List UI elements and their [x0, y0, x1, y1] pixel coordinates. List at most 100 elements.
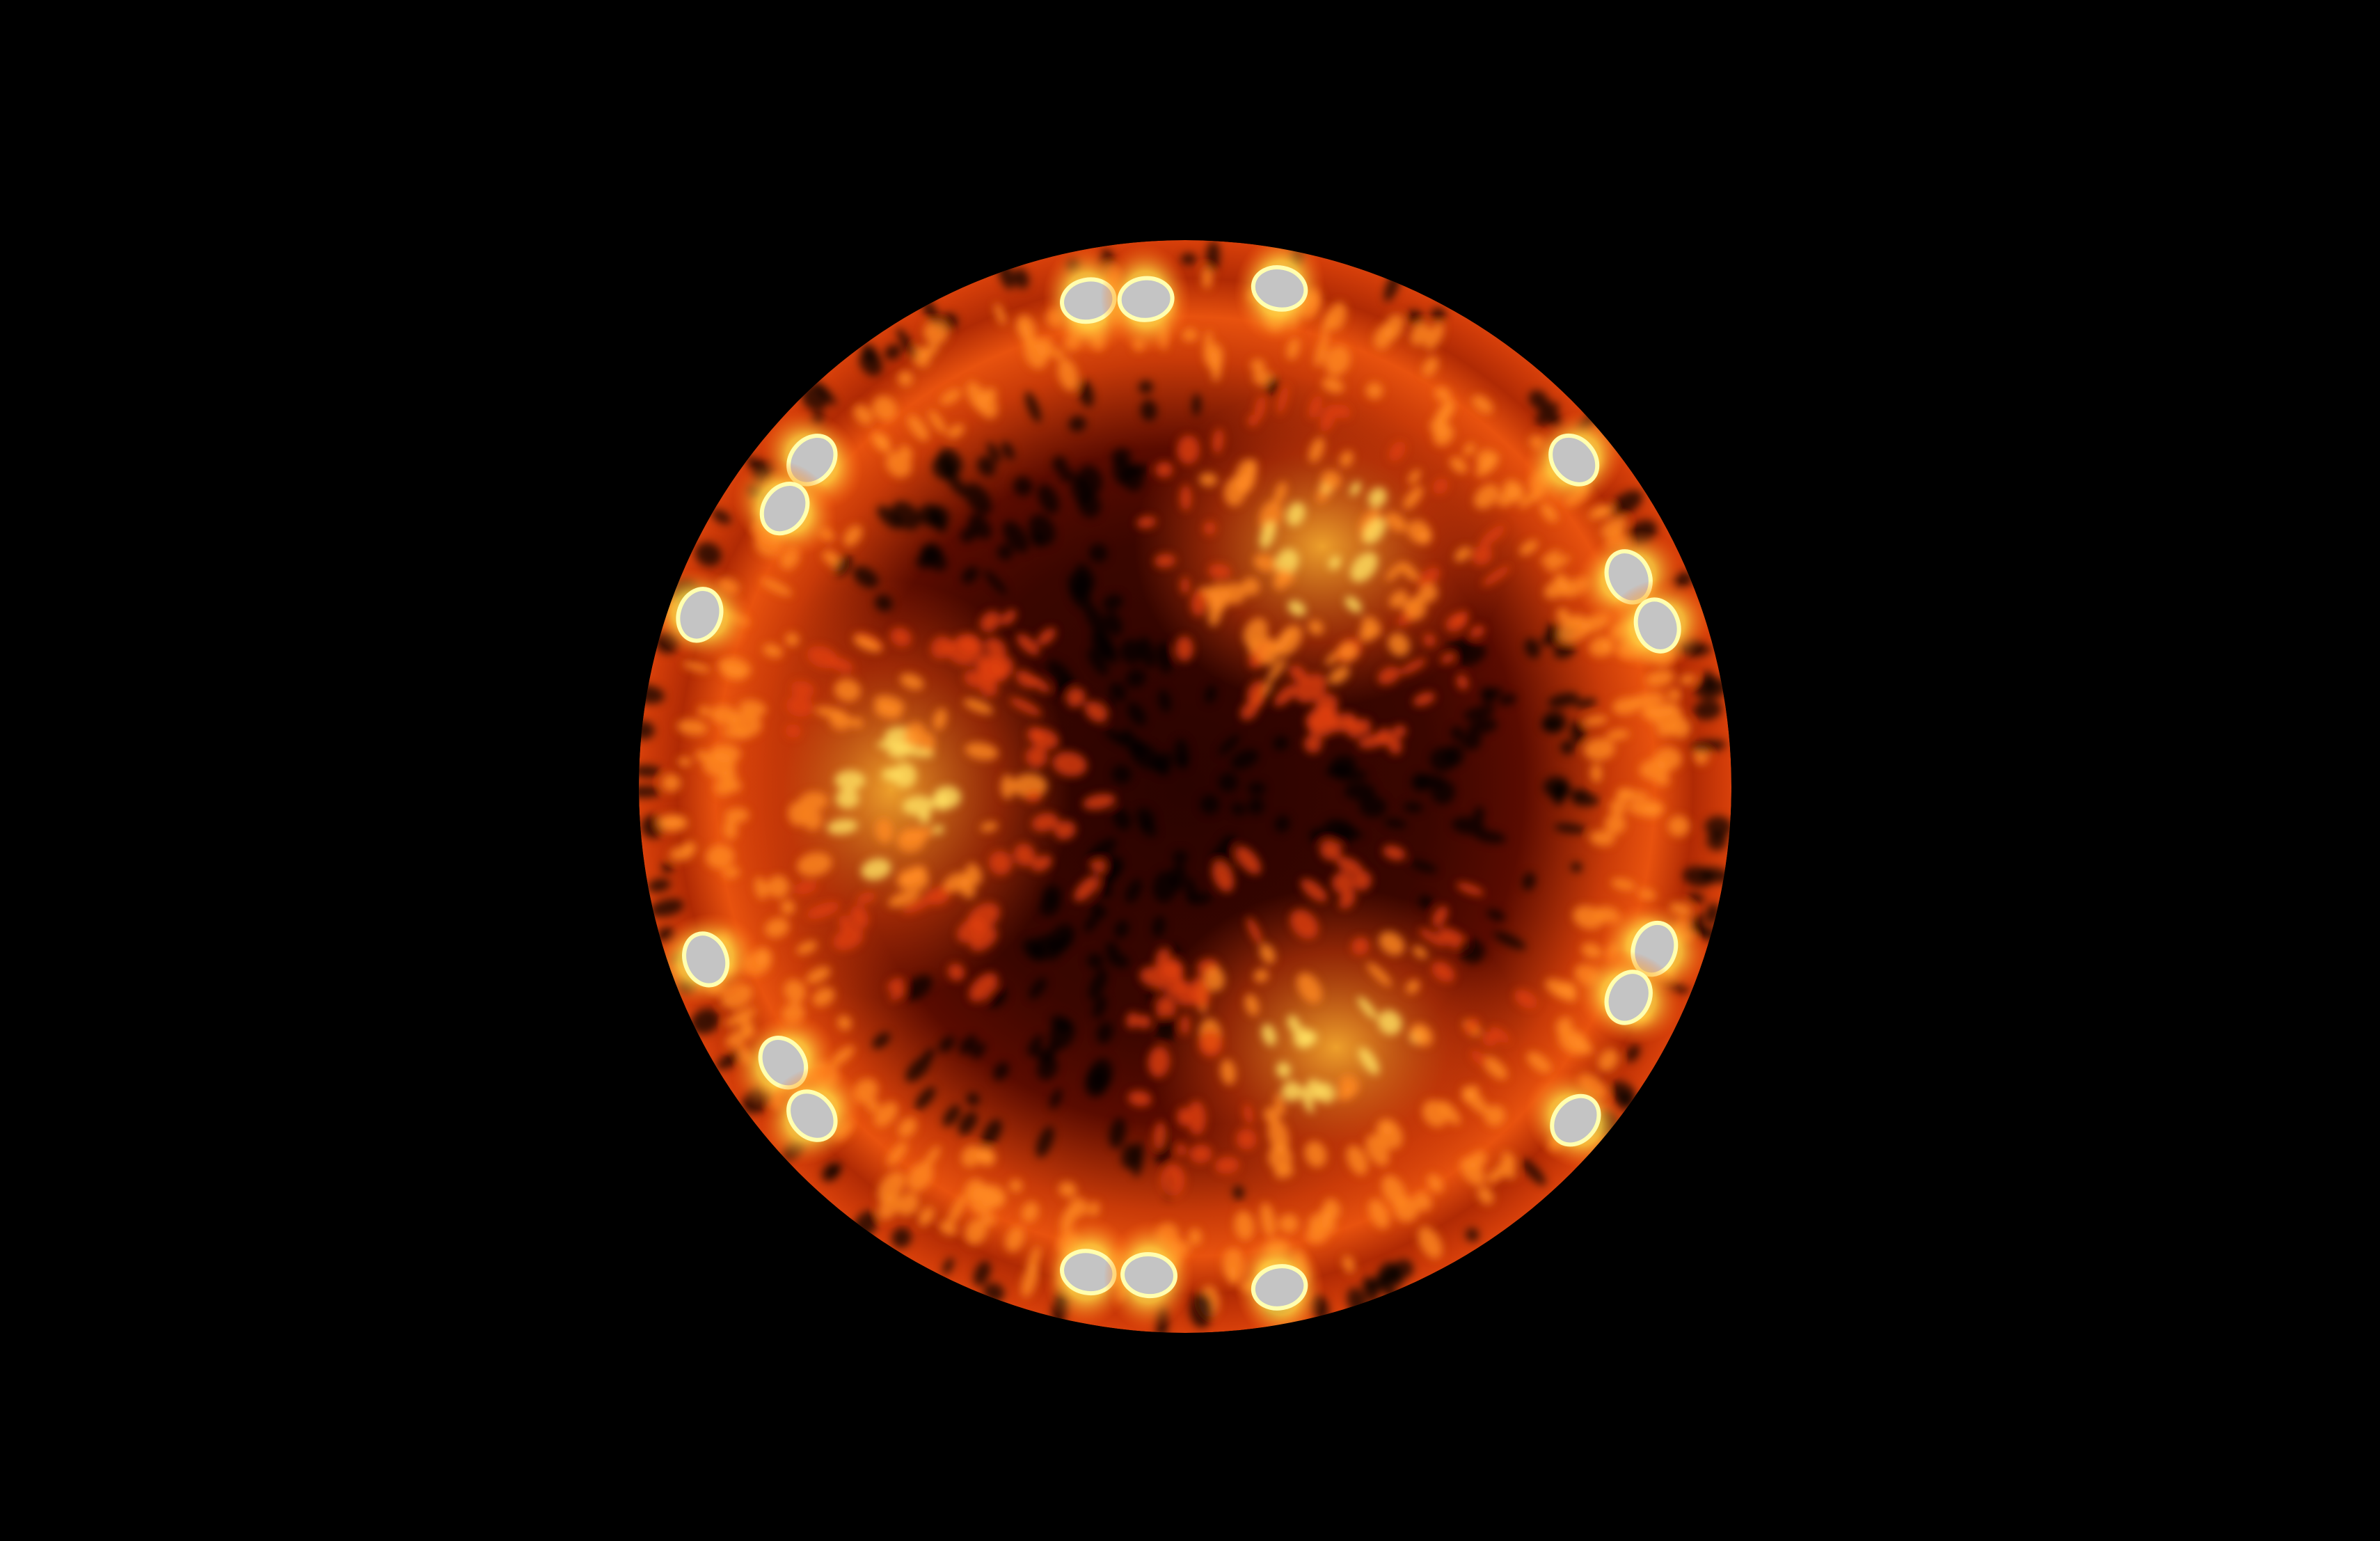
speckle	[1388, 633, 1410, 656]
speckle	[1180, 576, 1190, 594]
speckle	[1052, 456, 1068, 473]
speckle	[669, 846, 694, 862]
speckle	[785, 633, 800, 647]
speckle	[1583, 716, 1608, 726]
speckle	[1502, 1151, 1516, 1167]
speckle	[961, 566, 979, 584]
speckle	[1219, 835, 1237, 850]
speckle	[1148, 1045, 1171, 1078]
speckle	[964, 482, 992, 515]
speckle	[1109, 682, 1127, 702]
speckle	[711, 509, 731, 524]
speckle	[1309, 828, 1324, 844]
speckle	[1308, 711, 1338, 737]
speckle	[937, 448, 963, 475]
speckle	[978, 679, 998, 697]
speckle	[690, 1009, 720, 1034]
speckle	[1358, 796, 1387, 818]
speckle	[933, 708, 947, 731]
speckle	[1253, 553, 1277, 572]
speckle	[791, 681, 815, 698]
speckle	[852, 566, 879, 588]
speckle	[872, 395, 898, 422]
speckle	[891, 1227, 912, 1249]
speckle	[1153, 1121, 1166, 1151]
speckle	[1434, 386, 1452, 402]
speckle	[1176, 754, 1189, 769]
speckle	[812, 987, 835, 1007]
speckle	[1640, 759, 1669, 781]
speckle	[888, 889, 921, 908]
speckle	[1470, 1050, 1488, 1066]
speckle	[977, 658, 1003, 684]
speckle	[1203, 330, 1213, 364]
speckle	[835, 555, 852, 576]
speckle	[1287, 600, 1306, 617]
speckle	[1522, 872, 1536, 891]
speckle	[1037, 627, 1056, 646]
speckle	[1084, 1066, 1109, 1098]
speckle	[1524, 638, 1541, 658]
speckle	[1411, 773, 1431, 792]
speckle	[1016, 633, 1040, 656]
speckle	[1109, 1117, 1127, 1149]
speckle	[1571, 793, 1600, 807]
speckle	[1610, 490, 1643, 516]
speckle	[1308, 1212, 1332, 1231]
speckle	[1248, 640, 1260, 655]
speckle	[806, 966, 831, 984]
speckle	[1175, 635, 1194, 662]
speckle	[1425, 322, 1445, 350]
speckle	[1125, 464, 1150, 476]
speckle	[1117, 729, 1132, 746]
speckle	[881, 767, 902, 782]
speckle	[834, 770, 866, 791]
speckle	[1078, 492, 1102, 518]
speckle	[1212, 860, 1235, 892]
speckle	[1687, 893, 1705, 903]
speckle	[1015, 670, 1037, 688]
speckle	[1365, 382, 1383, 400]
speckle	[698, 706, 711, 716]
speckle	[677, 757, 692, 766]
speckle	[1610, 878, 1636, 891]
speckle	[1267, 1118, 1290, 1153]
speckle	[1545, 979, 1575, 999]
speckle	[1059, 469, 1076, 482]
speckle	[1536, 402, 1560, 426]
speckle	[1277, 384, 1289, 416]
speckle	[1463, 443, 1476, 456]
speckle	[987, 442, 1001, 463]
speckle	[980, 610, 1001, 633]
speckle	[1175, 984, 1198, 1006]
speckle	[1514, 989, 1538, 1009]
speckle	[661, 773, 681, 793]
speckle	[1638, 889, 1656, 901]
speckle	[1344, 782, 1376, 800]
speckle	[1301, 1087, 1314, 1114]
speckle	[1429, 418, 1450, 437]
speckle	[1232, 1185, 1244, 1200]
speckle	[871, 432, 891, 453]
speckle	[1466, 1228, 1479, 1242]
speckle	[1526, 1052, 1552, 1073]
speckle	[1456, 644, 1486, 666]
speckle	[903, 974, 933, 1001]
speckle	[966, 1092, 980, 1106]
speckle	[1155, 947, 1170, 974]
disk-group	[639, 240, 1731, 1333]
speckle	[1290, 909, 1319, 940]
speckle	[784, 979, 807, 1004]
speckle	[928, 505, 950, 528]
speckle	[1132, 1141, 1144, 1177]
speckle	[1274, 684, 1298, 706]
speckle	[1357, 996, 1377, 1020]
speckle	[947, 424, 965, 438]
speckle	[1554, 823, 1587, 834]
speckle	[1247, 414, 1259, 427]
speckle	[828, 1163, 842, 1178]
speckle	[905, 1056, 931, 1082]
speckle	[907, 1162, 933, 1192]
speckle	[1521, 1159, 1546, 1186]
speckle	[977, 456, 996, 477]
